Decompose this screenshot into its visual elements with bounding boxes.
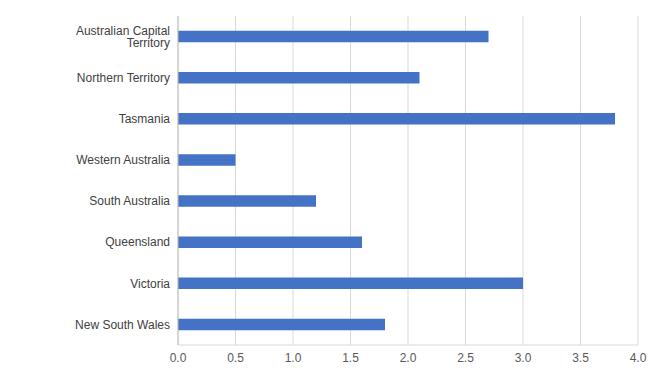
svg-text:2.0: 2.0 [400, 351, 417, 365]
svg-text:South Australia: South Australia [89, 194, 170, 208]
svg-text:Northern Territory: Northern Territory [77, 71, 170, 85]
svg-text:1.0: 1.0 [285, 351, 302, 365]
svg-text:Tasmania: Tasmania [119, 112, 171, 126]
svg-text:New South Wales: New South Wales [75, 318, 170, 332]
svg-text:2.5: 2.5 [457, 351, 474, 365]
svg-text:Australian CapitalTerritory: Australian CapitalTerritory [76, 24, 170, 50]
svg-text:0.0: 0.0 [170, 351, 187, 365]
svg-text:Victoria: Victoria [130, 277, 170, 291]
svg-text:Western Australia: Western Australia [76, 153, 170, 167]
svg-text:1.5: 1.5 [342, 351, 359, 365]
svg-text:0.5: 0.5 [227, 351, 244, 365]
svg-text:3.5: 3.5 [572, 351, 589, 365]
svg-text:Queensland: Queensland [105, 235, 170, 249]
svg-text:4.0: 4.0 [630, 351, 647, 365]
svg-text:3.0: 3.0 [515, 351, 532, 365]
